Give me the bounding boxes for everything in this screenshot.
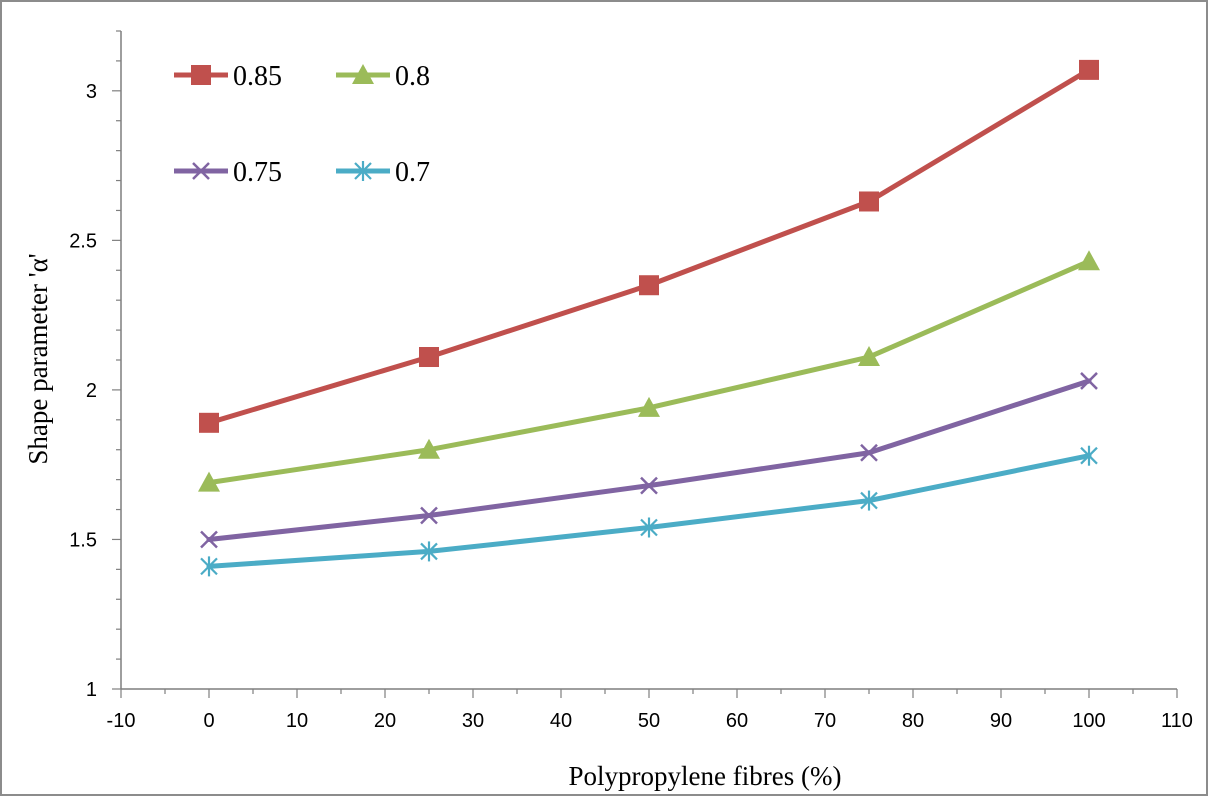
data-point — [639, 275, 659, 296]
data-point — [860, 490, 878, 511]
series-0-85 — [199, 59, 1099, 433]
x-tick-label: 50 — [638, 710, 660, 732]
data-point — [640, 517, 658, 538]
data-point — [420, 541, 438, 562]
x-tick-label: 0 — [203, 710, 214, 732]
data-point — [1080, 372, 1098, 390]
legend-label: 0.75 — [233, 157, 282, 188]
legend-marker — [354, 161, 372, 181]
x-tick-label: 70 — [814, 710, 836, 732]
data-point — [860, 443, 878, 462]
data-point — [858, 346, 880, 367]
x-tick-label: 10 — [286, 710, 308, 732]
data-point — [638, 396, 660, 417]
legend-item: 0.75 — [174, 157, 282, 188]
data-point — [1079, 59, 1099, 80]
y-tick-label: 2 — [86, 380, 97, 402]
legend-item: 0.8 — [336, 61, 430, 92]
series-group — [198, 59, 1100, 577]
legend: 0.85 0.8 0.75 0.7 — [174, 61, 430, 188]
x-tick-label: 110 — [1161, 710, 1193, 732]
legend-marker-stroke — [192, 162, 210, 180]
axes — [112, 30, 1178, 698]
x-tick-label: 100 — [1072, 710, 1105, 732]
data-point — [420, 506, 438, 525]
legend-label: 0.7 — [395, 157, 430, 188]
series-line — [206, 67, 1092, 426]
legend-marker — [352, 64, 374, 84]
data-point — [418, 438, 440, 459]
x-axis-title: Polypropylene fibres (%) — [569, 761, 842, 791]
data-point — [198, 471, 220, 492]
data-point — [1078, 250, 1100, 271]
data-point — [859, 191, 879, 212]
legend-label: 0.8 — [395, 61, 430, 92]
legend-label: 0.85 — [233, 61, 282, 92]
y-tick-label: 2.5 — [69, 230, 97, 252]
data-point — [200, 556, 218, 577]
x-tick-label: 20 — [374, 710, 396, 732]
legend-item: 0.85 — [174, 61, 282, 92]
legend-item: 0.7 — [336, 157, 430, 188]
tick-labels: -10 0 10 20 30 40 50 60 70 80 90 100 110 1 1.5 2 2.5 3 — [69, 81, 1193, 732]
data-point-stroke — [640, 476, 658, 495]
y-tick-label: 1 — [86, 679, 97, 701]
data-point-stroke — [200, 530, 218, 549]
data-point-stroke — [1080, 372, 1098, 390]
series-0-7 — [200, 445, 1098, 577]
x-tick-label: 40 — [550, 710, 572, 732]
x-tick-label: 80 — [902, 710, 924, 732]
y-tick-label: 1.5 — [69, 529, 97, 551]
legend-marker — [192, 162, 210, 180]
series-0-75 — [200, 372, 1098, 549]
x-tick-label: -10 — [107, 710, 136, 732]
x-tick-label: 90 — [990, 710, 1012, 732]
x-tick-label: 60 — [726, 710, 748, 732]
data-point — [1080, 445, 1098, 466]
series-line — [206, 453, 1092, 569]
data-point — [200, 530, 218, 549]
y-axis-title: Shape parameter 'α' — [23, 253, 53, 464]
y-tick-label: 3 — [86, 81, 97, 103]
legend-marker — [191, 65, 211, 85]
data-point-stroke — [420, 506, 438, 525]
x-tick-label: 30 — [462, 710, 484, 732]
data-point — [419, 347, 439, 368]
series-0-8 — [198, 250, 1100, 492]
data-point — [199, 412, 219, 433]
data-point-stroke — [860, 443, 878, 462]
data-point — [640, 476, 658, 495]
